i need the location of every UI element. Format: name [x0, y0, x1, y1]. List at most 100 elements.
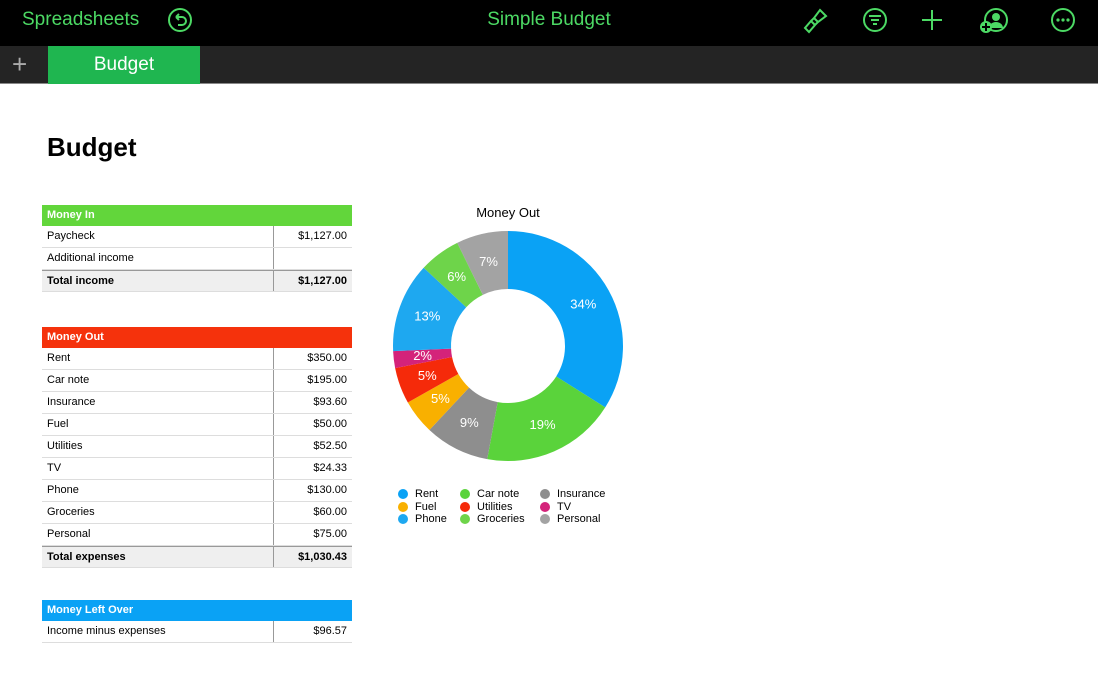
table-row[interactable]: Phone $130.00	[42, 480, 352, 502]
collaborate-icon[interactable]	[978, 6, 1010, 36]
legend-label: Groceries	[477, 513, 525, 526]
legend-item: Car note	[460, 488, 540, 501]
money-out-table: Money Out Rent $350.00 Car note $195.00 Insu…	[42, 327, 352, 568]
row-value[interactable]: $60.00	[313, 506, 347, 518]
legend-swatch	[398, 489, 408, 500]
chart-legend: Rent Car note Insurance Fuel Utilities TV Phon…	[398, 488, 620, 526]
legend-label: Phone	[415, 513, 447, 526]
table-row[interactable]: Fuel $50.00	[42, 414, 352, 436]
slice-label: 34%	[570, 296, 596, 311]
add-sheet-button[interactable]: +	[12, 49, 28, 79]
money-left-table: Money Left Over Income minus expenses $96…	[42, 600, 352, 643]
legend-swatch	[540, 489, 550, 500]
row-value[interactable]: $1,127.00	[298, 230, 347, 242]
table-row[interactable]: TV $24.33	[42, 458, 352, 480]
table-row[interactable]: Rent $350.00	[42, 348, 352, 370]
row-label: Phone	[42, 480, 274, 501]
slice-rent[interactable]	[508, 231, 623, 408]
row-label: Groceries	[42, 502, 274, 523]
slice-car-note[interactable]	[487, 376, 606, 461]
add-icon[interactable]	[918, 6, 946, 34]
slice-label: 5%	[418, 368, 437, 383]
money-in-table: Money In Paycheck $1,127.00 Additional in…	[42, 205, 352, 292]
legend-swatch	[460, 514, 470, 525]
legend-label: Rent	[415, 488, 439, 501]
slice-phone[interactable]	[393, 267, 467, 352]
row-label: Utilities	[42, 436, 274, 457]
legend-swatch	[540, 501, 550, 512]
slice-insurance[interactable]	[429, 387, 498, 460]
row-label: Personal	[42, 524, 274, 545]
sheet-title: Budget	[47, 132, 137, 162]
table-row[interactable]: Groceries $60.00	[42, 502, 352, 524]
legend-label: Personal	[557, 513, 601, 526]
row-value[interactable]: $50.00	[313, 418, 347, 430]
sheet-tab-bar: + Budget	[0, 46, 1098, 84]
spreadsheets-back-button[interactable]: Spreadsheets	[22, 9, 140, 30]
legend-label: Insurance	[557, 488, 606, 501]
top-toolbar: Spreadsheets Simple Budget	[0, 0, 1098, 46]
slice-label: 6%	[447, 269, 466, 284]
legend-label: Fuel	[415, 500, 437, 513]
total-row[interactable]: Total expenses $1,030.43	[42, 546, 352, 568]
slice-fuel[interactable]	[407, 374, 470, 430]
slice-label: 19%	[529, 417, 555, 432]
row-label: TV	[42, 458, 274, 479]
table-row[interactable]: Personal $75.00	[42, 524, 352, 546]
legend-item: Insurance	[540, 488, 620, 501]
table-row[interactable]: Paycheck $1,127.00	[42, 226, 352, 248]
row-value[interactable]: $75.00	[313, 528, 347, 540]
table-row[interactable]: Additional income	[42, 248, 352, 270]
legend-item: Personal	[540, 513, 620, 526]
donut-chart[interactable]: 34% 19% 9% 5% 5% 2% 13% 6% 7%	[388, 226, 628, 466]
undo-icon[interactable]	[167, 7, 193, 33]
row-label: Fuel	[42, 414, 274, 435]
row-label: Insurance	[42, 392, 274, 413]
slice-label: 9%	[460, 415, 479, 430]
row-label: Paycheck	[42, 226, 274, 247]
legend-swatch	[540, 514, 550, 525]
row-label: Total expenses	[42, 547, 274, 567]
table-header: Money Out	[42, 327, 352, 348]
format-brush-icon[interactable]	[800, 6, 830, 36]
table-row[interactable]: Income minus expenses $96.57	[42, 621, 352, 643]
document-title: Simple Budget	[487, 9, 611, 30]
row-value[interactable]: $52.50	[313, 440, 347, 452]
tab-budget[interactable]: Budget	[48, 46, 200, 84]
row-label: Income minus expenses	[42, 621, 274, 642]
slice-groceries[interactable]	[423, 242, 483, 308]
table-row[interactable]: Car note $195.00	[42, 370, 352, 392]
legend-label: Utilities	[477, 500, 513, 513]
more-icon[interactable]	[1049, 6, 1077, 34]
legend-item: Rent	[398, 488, 460, 501]
legend-item: Utilities	[460, 501, 540, 514]
row-value[interactable]: $350.00	[307, 352, 347, 364]
filter-icon[interactable]	[861, 6, 889, 34]
row-value[interactable]: $195.00	[307, 374, 347, 386]
row-value[interactable]: $96.57	[313, 625, 347, 637]
row-value: $1,030.43	[298, 551, 347, 563]
row-value[interactable]	[274, 248, 352, 269]
slice-utilities[interactable]	[395, 356, 459, 403]
legend-swatch	[398, 501, 408, 512]
row-value: $1,127.00	[298, 275, 347, 287]
row-value[interactable]: $130.00	[307, 484, 347, 496]
legend-label: Car note	[477, 488, 520, 501]
legend-label: TV	[557, 500, 572, 513]
row-label: Car note	[42, 370, 274, 391]
slice-tv[interactable]	[393, 348, 453, 369]
row-label: Rent	[42, 348, 274, 369]
legend-item: Fuel	[398, 501, 460, 514]
row-value[interactable]: $93.60	[313, 396, 347, 408]
table-row[interactable]: Insurance $93.60	[42, 392, 352, 414]
chart-title: Money Out	[476, 205, 540, 220]
slice-label: 13%	[414, 308, 440, 323]
table-header: Money Left Over	[42, 600, 352, 621]
slice-personal[interactable]	[457, 231, 508, 295]
table-row[interactable]: Utilities $52.50	[42, 436, 352, 458]
row-label: Additional income	[42, 248, 274, 269]
total-row[interactable]: Total income $1,127.00	[42, 270, 352, 292]
legend-swatch	[460, 489, 470, 500]
slice-label: 5%	[431, 391, 450, 406]
row-value[interactable]: $24.33	[313, 462, 347, 474]
